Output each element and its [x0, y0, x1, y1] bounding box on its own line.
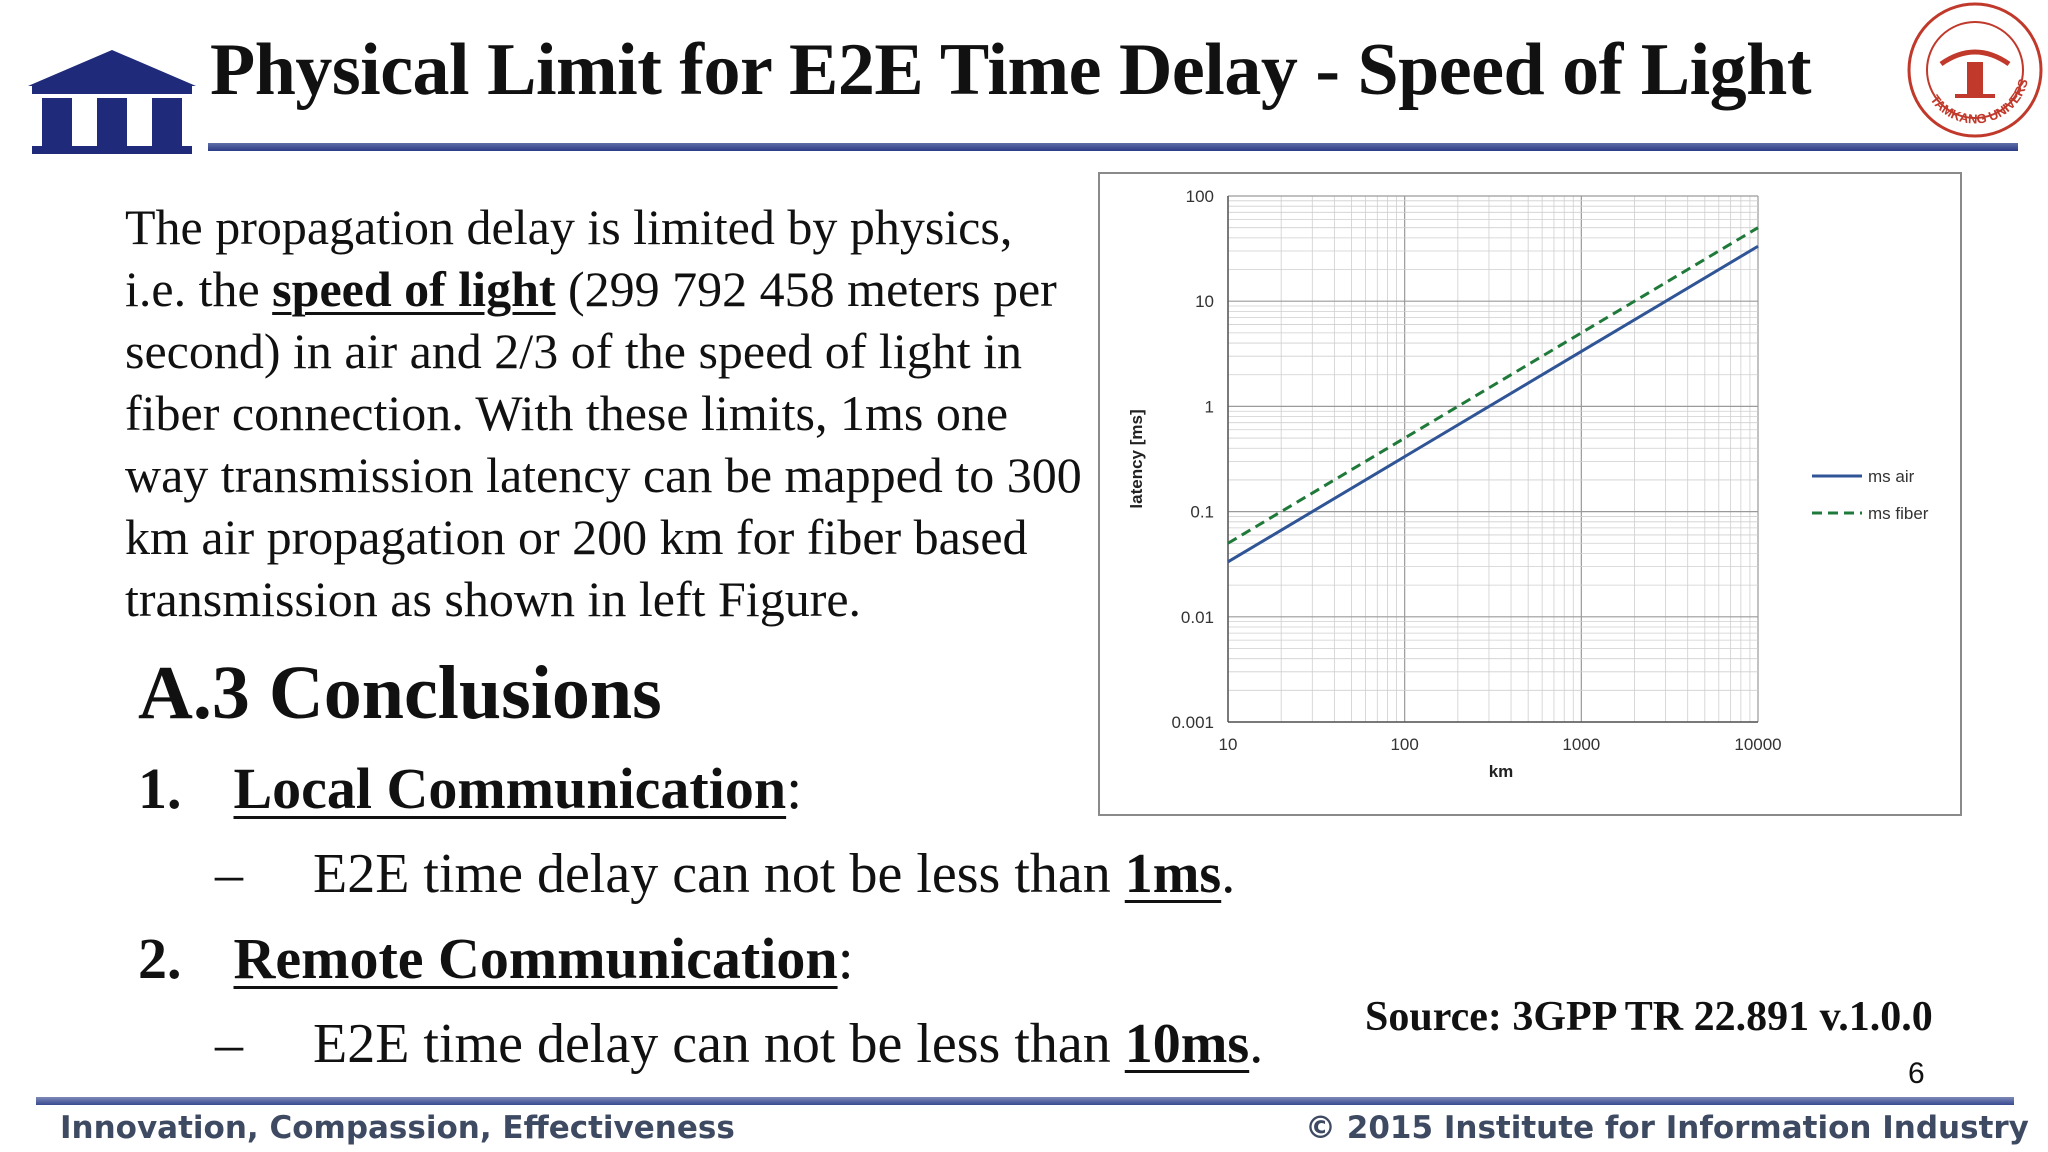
item-colon: : — [786, 756, 803, 821]
legend-label: ms fiber — [1868, 504, 1929, 523]
series-line-ms-air — [1227, 244, 1759, 564]
latency-chart: 10 100 1000 10000 100 10 1 0.1 0.01 0.001 km latenc… — [1098, 172, 1962, 816]
item-title: Remote Communication — [233, 926, 838, 991]
page-number: 6 — [1908, 1057, 1925, 1090]
y-tick-label: 0.001 — [1171, 713, 1214, 732]
dash-bullet: – — [215, 1013, 243, 1075]
x-tick-label: 1000 — [1562, 735, 1600, 754]
y-tick-label: 0.1 — [1190, 503, 1214, 522]
speed-of-light-highlight: speed of light — [272, 261, 556, 317]
conclusions-heading: A.3 Conclusions — [138, 651, 662, 735]
dash-bullet: – — [215, 843, 243, 905]
y-axis-label: latency [ms] — [1127, 409, 1146, 508]
conclusion-detail-2: – E2E time delay can not be less than 10m… — [215, 1012, 1263, 1076]
paragraph-text-1: The propagation delay is limited by phys… — [125, 199, 1013, 317]
detail-end: . — [1249, 1013, 1264, 1075]
title-divider — [208, 143, 2018, 151]
x-axis-label: km — [1489, 762, 1514, 781]
conclusion-detail-1: – E2E time delay can not be less than 1ms… — [215, 842, 1235, 906]
y-tick-label: 100 — [1186, 187, 1214, 206]
slide-title: Physical Limit for E2E Time Delay - Spee… — [210, 29, 1811, 111]
chart-grid — [1227, 195, 1759, 723]
x-tick-label: 10000 — [1734, 735, 1781, 754]
paragraph-text-2: (299 792 458 meters per second) in air a… — [125, 261, 1082, 627]
footer-copyright: © 2015 Institute for Information Industr… — [1305, 1110, 2029, 1146]
detail-value: 1ms — [1124, 843, 1222, 905]
source-citation: Source: 3GPP TR 22.891 v.1.0.0 — [1365, 994, 1933, 1040]
y-tick-label: 0.01 — [1181, 608, 1214, 627]
detail-end: . — [1221, 843, 1236, 905]
chart-legend: ms air ms fiber — [1812, 467, 1929, 523]
iii-logo — [28, 50, 196, 156]
description-paragraph: The propagation delay is limited by phys… — [125, 196, 1085, 630]
item-number: 2. — [138, 926, 182, 991]
chart-axes: 10 100 1000 10000 100 10 1 0.1 0.01 0.001 km latenc… — [1127, 187, 1782, 781]
item-number: 1. — [138, 756, 182, 821]
detail-value: 10ms — [1124, 1013, 1250, 1075]
chart-svg: 10 100 1000 10000 100 10 1 0.1 0.01 0.001 km latenc… — [1127, 187, 1929, 781]
legend-label: ms air — [1868, 467, 1915, 486]
conclusion-item-1: 1. Local Communication: — [138, 755, 802, 822]
item-colon: : — [837, 926, 854, 991]
detail-text: E2E time delay can not be less than — [313, 1013, 1125, 1075]
footer-divider — [36, 1097, 2014, 1105]
x-tick-label: 10 — [1219, 735, 1238, 754]
series-line-ms-fiber — [1227, 226, 1759, 545]
tamkang-university-seal: TAMKANG UNIVERSITY — [1901, 0, 2045, 140]
y-tick-label: 10 — [1195, 292, 1214, 311]
item-title: Local Communication — [233, 756, 787, 821]
y-tick-label: 1 — [1205, 397, 1214, 416]
footer-motto: Innovation, Compassion, Effectiveness — [60, 1110, 735, 1146]
detail-text: E2E time delay can not be less than — [313, 843, 1125, 905]
conclusion-item-2: 2. Remote Communication: — [138, 925, 854, 992]
chart-lines — [1227, 226, 1759, 564]
x-tick-label: 100 — [1390, 735, 1418, 754]
